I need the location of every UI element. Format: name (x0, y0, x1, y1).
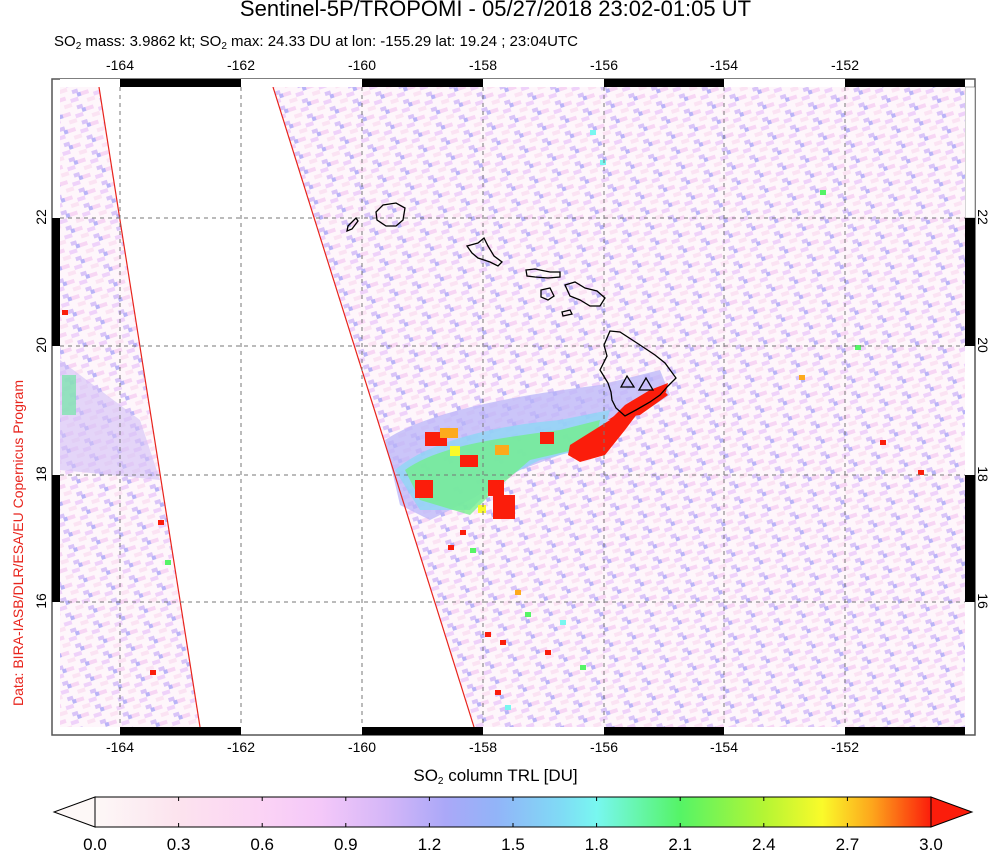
lat-tick-left: 22 (33, 209, 49, 225)
swath-gap (99, 87, 474, 727)
island-kauai (375, 202, 406, 227)
subscript: 2 (75, 41, 82, 52)
lat-tick-right: 22 (975, 209, 991, 225)
island-molokai (525, 268, 561, 279)
lon-tick-top: -162 (226, 57, 256, 73)
colorbar-tick: 1.8 (584, 835, 609, 854)
colorbar-tick: 1.5 (501, 835, 525, 854)
lon-tick-bottom: -156 (589, 739, 619, 755)
max-text: max: 24.33 DU at lon: -155.29 lat: 19.24… (226, 33, 578, 50)
lat-tick-right: 20 (975, 337, 991, 353)
colorbar-tick: 2.1 (668, 835, 692, 854)
lat-tick-left: 16 (33, 593, 49, 609)
island-maui (564, 281, 606, 307)
island-kahoolawe (561, 309, 573, 317)
island-hawaii (599, 330, 677, 417)
lon-tick-bottom: -158 (468, 739, 498, 755)
colorbar-tick: 0.6 (250, 835, 274, 854)
colorbar-tick: 0.0 (83, 835, 107, 854)
so2-text: SO (413, 766, 438, 785)
colorbar-tick: 2.4 (751, 835, 776, 854)
island-oahu (465, 236, 503, 267)
lon-tick-bottom: -154 (709, 739, 739, 755)
colorbar-max-arrow (930, 796, 974, 828)
lat-tick-right: 18 (975, 466, 991, 482)
mass-text: mass: 3.9862 kt; SO (81, 33, 222, 50)
lon-tick-bottom: -164 (105, 739, 135, 755)
so2-text: SO (54, 33, 76, 50)
colorbar-min-arrow (52, 796, 96, 828)
so2-field (60, 87, 965, 727)
lon-tick-bottom: -160 (347, 739, 377, 755)
subscript: 2 (437, 776, 444, 787)
so2-summary: SO2 mass: 3.9862 kt; SO2 max: 24.33 DU a… (54, 33, 578, 52)
colorbar (52, 796, 974, 828)
swath-edge-left (98, 87, 201, 727)
graticule (60, 87, 965, 727)
coastlines (346, 202, 677, 417)
colorbar-tick: 0.3 (166, 835, 191, 854)
lon-tick-top: -156 (589, 57, 619, 73)
island-lanai (540, 287, 555, 301)
colorbar-label-text: column TRL [DU] (443, 766, 578, 785)
colorbar-label: SO2 column TRL [DU] (0, 766, 991, 787)
subscript: 2 (221, 41, 227, 52)
lon-tick-top: -164 (105, 57, 135, 73)
lat-tick-left: 18 (33, 466, 49, 482)
colorbar-tick: 3.0 (919, 835, 943, 854)
lat-tick-right: 16 (975, 593, 991, 609)
lon-scale-bars (60, 79, 965, 735)
volcano-triangle-icon (619, 374, 636, 388)
map-title: Sentinel-5P/TROPOMI - 05/27/2018 23:02-0… (239, 0, 752, 21)
colorbar-tick: 2.7 (835, 835, 860, 854)
lon-tick-top: -160 (347, 57, 377, 73)
lat-tick-left: 20 (33, 337, 49, 353)
lon-tick-bottom: -162 (226, 739, 256, 755)
colorbar-tick: 0.9 (333, 835, 358, 854)
volcano-triangle-icon (637, 376, 655, 391)
lon-tick-top: -158 (468, 57, 498, 73)
lon-tick-top: -154 (709, 57, 739, 73)
colorbar-tick: 1.2 (417, 835, 442, 854)
lon-tick-top: -152 (830, 57, 860, 73)
island-niihau (346, 216, 359, 233)
swath-edge-right (272, 87, 475, 727)
lon-tick-bottom: -152 (830, 739, 860, 755)
